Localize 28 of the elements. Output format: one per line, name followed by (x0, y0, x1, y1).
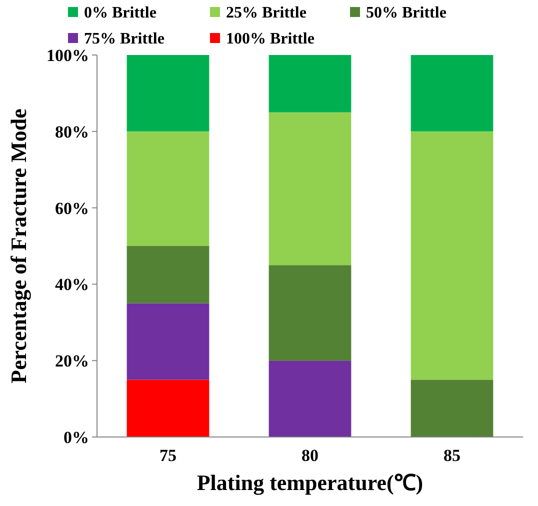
bar (410, 55, 494, 132)
y-tick-label: 60% (55, 198, 89, 218)
y-axis-title: Percentage of Fracture Mode (6, 108, 31, 384)
legend-label: 50% Brittle (366, 4, 446, 22)
bar (410, 131, 494, 380)
bar (268, 265, 352, 361)
bar (126, 246, 210, 304)
bar (268, 112, 352, 266)
bar (126, 55, 210, 132)
legend-label: 0% Brittle (84, 4, 156, 22)
x-tick-label: 85 (444, 446, 460, 465)
bar (268, 360, 352, 437)
x-tick-label: 80 (302, 446, 318, 465)
bar (126, 131, 210, 246)
y-tick-label: 20% (55, 352, 89, 371)
legend-label: 100% Brittle (226, 30, 314, 48)
bar (410, 380, 494, 437)
x-tick-label: 75 (160, 446, 176, 465)
y-tick-label: 100% (46, 46, 89, 65)
y-tick-label: 40% (55, 275, 89, 294)
legend-label: 25% Brittle (226, 4, 306, 22)
y-tick-label: 0% (64, 428, 89, 447)
x-axis-title: Plating temperature(℃) (196, 470, 424, 495)
y-tick-label: 80% (55, 122, 89, 142)
legend-label: 75% Brittle (84, 30, 164, 48)
bar (126, 303, 210, 380)
bar (268, 55, 352, 112)
bar (126, 380, 210, 437)
